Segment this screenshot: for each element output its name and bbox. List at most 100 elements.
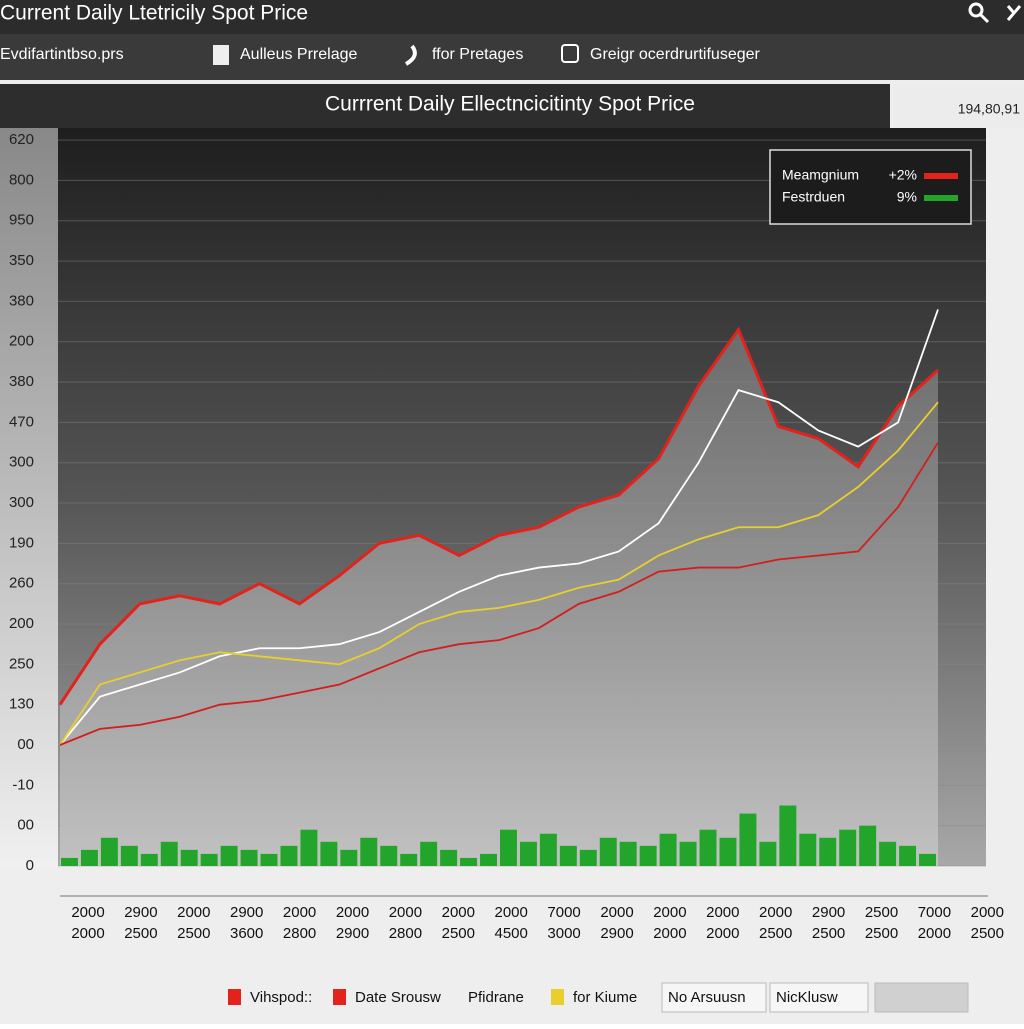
toolbar-item[interactable]: Greigr ocerdrurtifuseger: [590, 46, 761, 63]
price-area: [60, 329, 938, 866]
volume-bar: [559, 845, 577, 866]
volume-bar: [859, 825, 877, 866]
volume-bar: [300, 829, 318, 866]
volume-bar: [80, 849, 98, 866]
button[interactable]: [874, 982, 969, 1013]
x-tick-label: 2900: [230, 904, 263, 921]
x-tick-label: 2000: [442, 904, 475, 921]
x-tick-label: 2000: [283, 904, 316, 921]
volume-bar: [260, 853, 278, 866]
average-line: [59, 309, 939, 746]
button[interactable]: [661, 982, 767, 1013]
volume-bar: [380, 845, 398, 866]
window-title: Current Daily Ltetricily Spot Price: [0, 2, 308, 25]
y-tick-label: -10: [12, 776, 34, 793]
y-tick-label: 250: [9, 655, 34, 672]
x-tick-label: 2500: [865, 904, 898, 921]
volume-bar: [519, 841, 537, 866]
average-line: [59, 401, 939, 746]
close-icon[interactable]: [1006, 5, 1022, 21]
volume-bar: [200, 853, 218, 866]
chart-header: [0, 84, 890, 128]
readout: 194,80,91: [958, 101, 1020, 117]
search-icon[interactable]: [968, 2, 984, 18]
volume-bar: [360, 837, 378, 866]
legend-change: 9%: [897, 189, 917, 205]
doc-icon: [213, 45, 229, 65]
volume-bar: [400, 853, 418, 866]
toolbar: [0, 34, 1024, 80]
y-tick-label: 800: [9, 171, 34, 188]
readout-panel: [894, 84, 1024, 128]
volume-bar: [180, 849, 198, 866]
x-tick-label: 3600: [230, 925, 263, 942]
y-tick-label: 350: [9, 252, 34, 269]
volume-bar: [61, 857, 78, 866]
average-line: [59, 442, 939, 746]
y-tick-label: 0: [26, 857, 34, 874]
x-tick-label: 2000: [71, 925, 104, 942]
x-tick-label: 2800: [389, 925, 422, 942]
x-tick-label: 2000: [71, 904, 104, 921]
button-label: No Arsuusn: [668, 989, 746, 1006]
title-bar: [0, 0, 1024, 34]
x-tick-label: 2000: [495, 904, 528, 921]
volume-bar: [759, 841, 777, 866]
toolbar-item[interactable]: Evdifartintbso.prs: [0, 46, 124, 63]
y-tick-label: 620: [9, 131, 34, 148]
x-tick-label: 2500: [865, 925, 898, 942]
x-tick-label: 7000: [547, 904, 580, 921]
legend: [769, 149, 972, 225]
toolbar-item[interactable]: Aulleus Prrelage: [240, 46, 358, 63]
x-tick-label: 3000: [547, 925, 580, 942]
chart-title: Currrent Daily Ellectncicitinty Spot Pri…: [325, 93, 695, 116]
plot: [58, 139, 986, 867]
volume-bar: [280, 845, 298, 866]
bottom-bar: Vihspod:: Date Srousw Pfidrane for Kiume No …: [228, 982, 969, 1013]
x-tick-label: 2000: [759, 904, 792, 921]
volume-bar: [919, 853, 936, 866]
x-tick-label: 2000: [653, 904, 686, 921]
toolbar-item[interactable]: ffor Pretages: [432, 46, 523, 63]
volume-bar: [340, 849, 358, 866]
volume-bar: [619, 841, 637, 866]
legend-swatch: [333, 989, 346, 1005]
volume-bar: [120, 845, 138, 866]
volume-bar: [699, 829, 717, 866]
volume-bar: [140, 853, 158, 866]
y-tick-label: 380: [9, 292, 34, 309]
volume-bar: [739, 813, 757, 866]
checkbox[interactable]: [561, 44, 579, 63]
volume-bar: [460, 857, 478, 866]
x-tick-label: 2900: [600, 925, 633, 942]
x-tick-label: 2500: [759, 925, 792, 942]
price-line: [58, 326, 940, 706]
volume-bar: [799, 833, 817, 866]
legend-change: +2%: [889, 167, 917, 183]
y-tick-label: 300: [9, 454, 34, 471]
x-tick-label: 2800: [283, 925, 316, 942]
x-tick-label: 2900: [124, 904, 157, 921]
volume-bar: [659, 833, 677, 866]
volume-bar: [320, 841, 338, 866]
legend-label: for Kiume: [573, 989, 637, 1006]
volume-bar: [420, 841, 438, 866]
x-tick-label: 2500: [442, 925, 475, 942]
x-tick-label: 2500: [177, 925, 210, 942]
volume-bar: [500, 829, 517, 866]
y-tick-label: 300: [9, 494, 34, 511]
legend-swatch: [924, 195, 958, 201]
x-tick-label: 2500: [971, 925, 1004, 942]
y-tick-label: 00: [17, 817, 34, 834]
volume-bar: [639, 845, 657, 866]
volume-bar: [440, 849, 458, 866]
x-tick-label: 2000: [706, 925, 739, 942]
x-tick-label: 2000: [336, 904, 369, 921]
volume-bar: [579, 849, 597, 866]
button[interactable]: [769, 982, 869, 1013]
x-tick-label: 2000: [971, 904, 1004, 921]
x-tick-label: 2000: [389, 904, 422, 921]
legend-label: Festrduen: [782, 189, 845, 205]
